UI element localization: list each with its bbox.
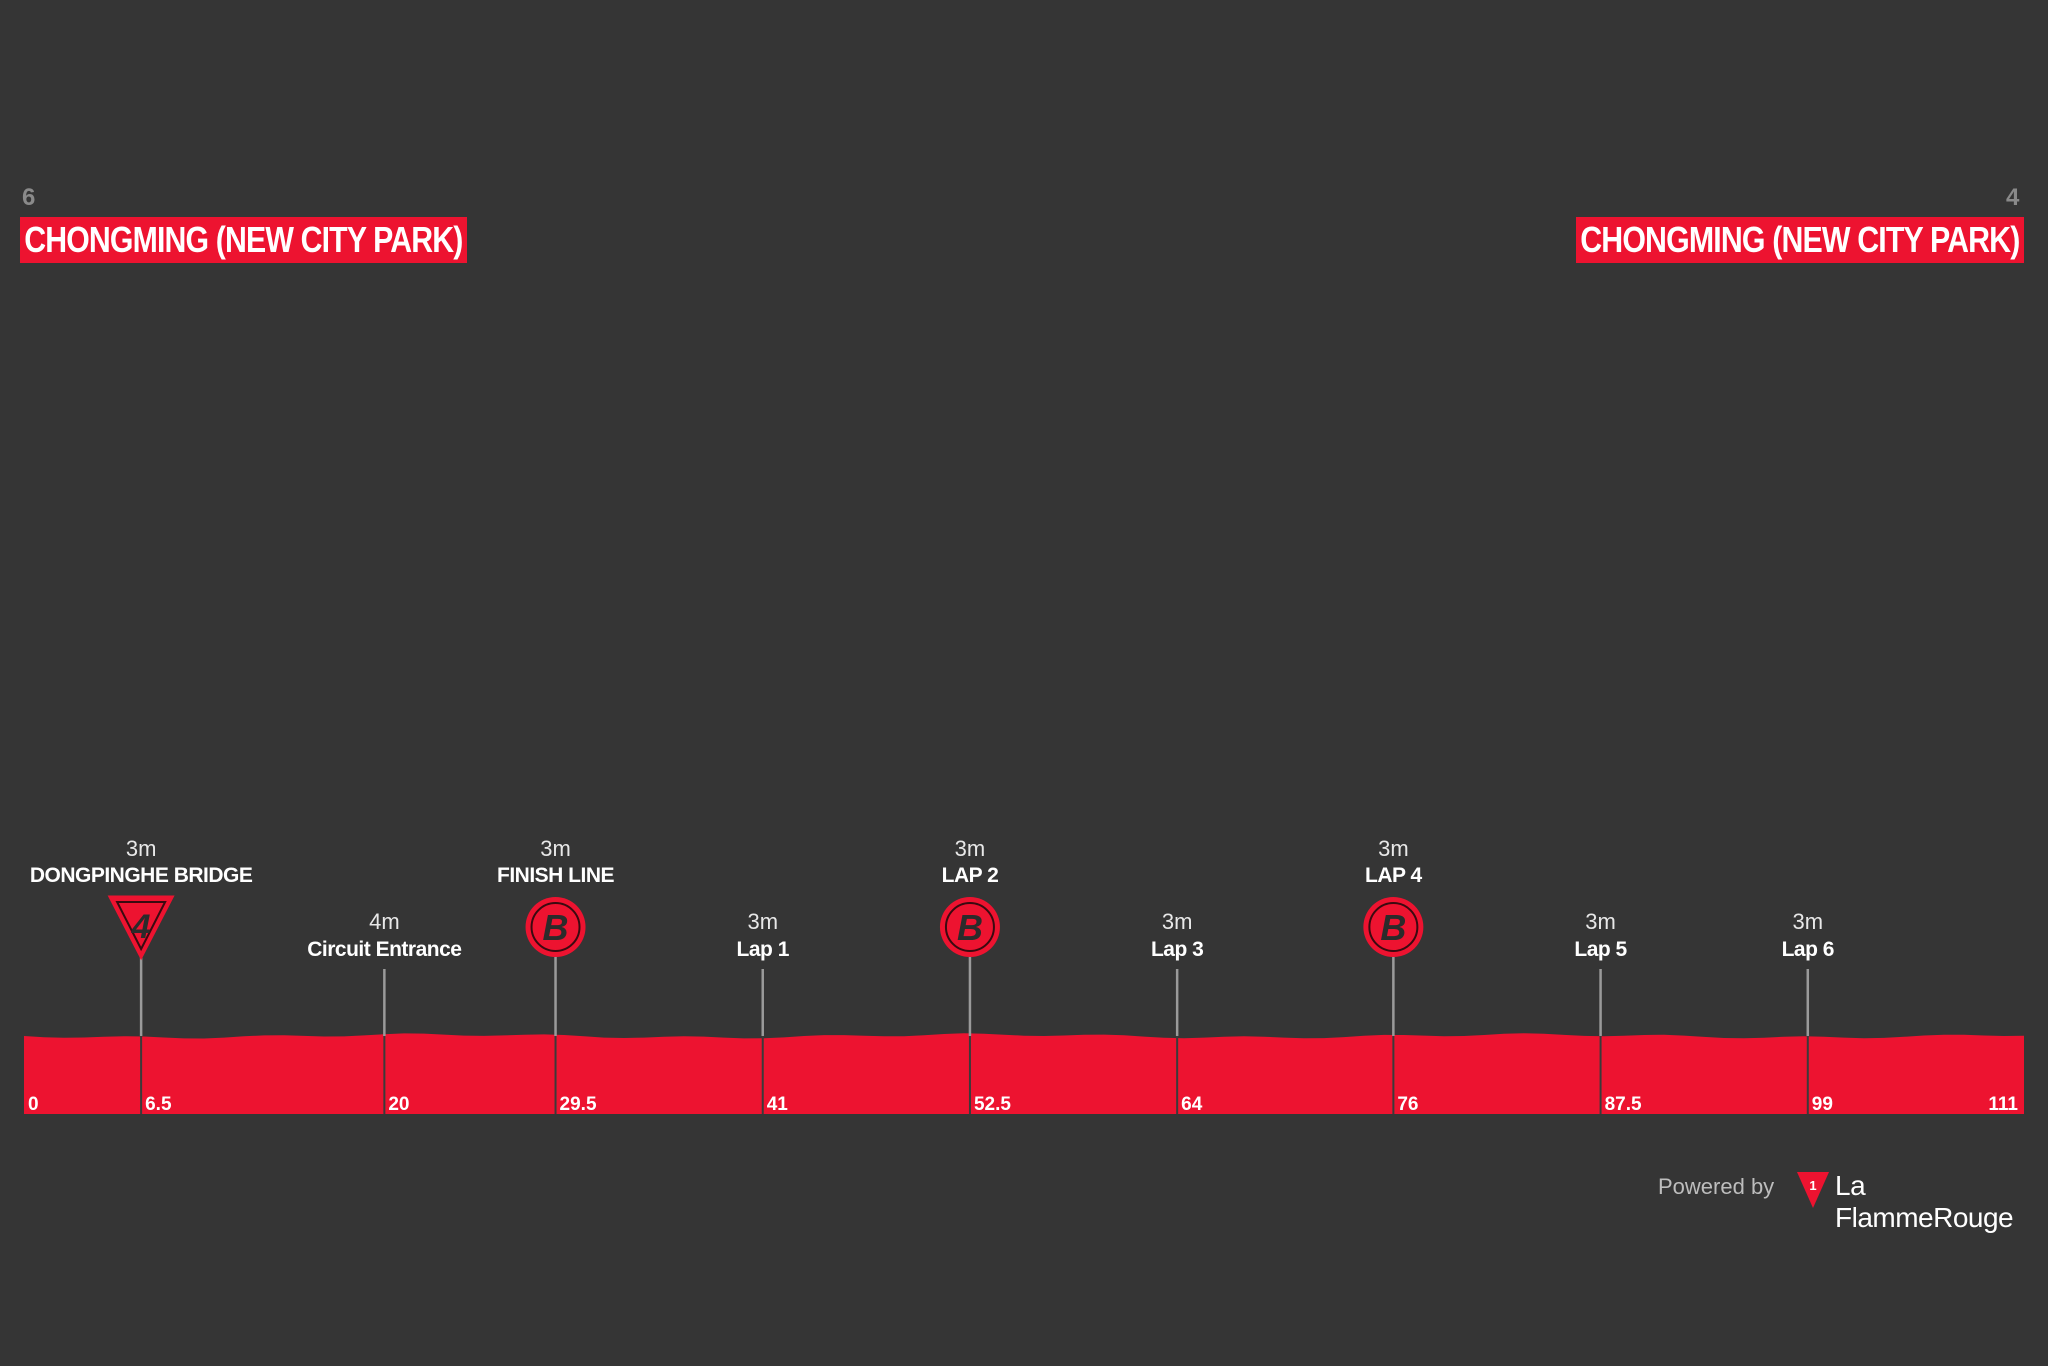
point-name: FINISH LINE: [497, 864, 614, 887]
bonus-sprint-icon: [525, 897, 586, 957]
climb-category-icon-border: [115, 901, 167, 952]
bonus-sprint-icon-ring: [530, 902, 581, 952]
bonus-sprint-letter: B: [1380, 907, 1406, 948]
point-name: LAP 2: [942, 864, 999, 887]
km-label: 64: [1181, 1094, 1203, 1115]
km-label: 6.5: [145, 1094, 172, 1115]
start-town-label: CHONGMING (NEW CITY PARK): [20, 217, 467, 263]
point-altitude: 3m: [955, 836, 986, 861]
km-label: 99: [1812, 1094, 1833, 1115]
point-name: Lap 5: [1574, 938, 1627, 961]
profile-area: [24, 1033, 2024, 1114]
km-label: 20: [388, 1094, 409, 1115]
km-label: 52.5: [974, 1094, 1011, 1115]
km-label: 76: [1397, 1094, 1418, 1115]
point-altitude: 3m: [1585, 909, 1616, 934]
bonus-sprint-letter: B: [957, 907, 983, 948]
bonus-sprint-icon: [939, 897, 1000, 957]
finish-count: 4: [2006, 184, 2020, 211]
km-label-start: 0: [28, 1094, 39, 1115]
flamme-rouge-brand: La FlammeRouge: [1835, 1170, 2014, 1233]
bonus-sprint-icon-ring: [1368, 902, 1419, 952]
point-altitude: 3m: [1162, 909, 1193, 934]
point-altitude: 3m: [1793, 909, 1824, 934]
km-label: 41: [767, 1094, 789, 1115]
start-count: 6: [22, 184, 36, 211]
point-name: Lap 3: [1151, 938, 1203, 961]
point-name: Circuit Entrance: [307, 938, 461, 961]
point-altitude: 3m: [540, 836, 571, 861]
svg-text:1: 1: [1809, 1178, 1816, 1193]
point-name: Lap 1: [737, 938, 790, 961]
climb-category-icon: [107, 895, 175, 961]
point-name: Lap 6: [1782, 938, 1834, 961]
point-altitude: 3m: [1378, 836, 1409, 861]
point-name: DONGPINGHE BRIDGE: [30, 864, 253, 887]
powered-by-text: Powered by: [1658, 1174, 1775, 1199]
km-label: 29.5: [560, 1094, 597, 1115]
flamme-rouge-logo-icon: 1: [1797, 1172, 1829, 1208]
point-altitude: 4m: [369, 909, 400, 934]
km-label: 87.5: [1605, 1094, 1642, 1115]
bonus-sprint-icon-ring: [944, 902, 995, 952]
finish-town-label: CHONGMING (NEW CITY PARK): [1576, 217, 2024, 263]
bonus-sprint-letter: B: [543, 907, 569, 948]
km-label-end: 111: [1988, 1094, 2018, 1115]
bonus-sprint-icon: [1363, 897, 1424, 957]
point-name: LAP 4: [1365, 864, 1422, 887]
point-altitude: 3m: [747, 909, 778, 934]
climb-category-number: 4: [131, 908, 151, 946]
point-altitude: 3m: [126, 836, 157, 861]
